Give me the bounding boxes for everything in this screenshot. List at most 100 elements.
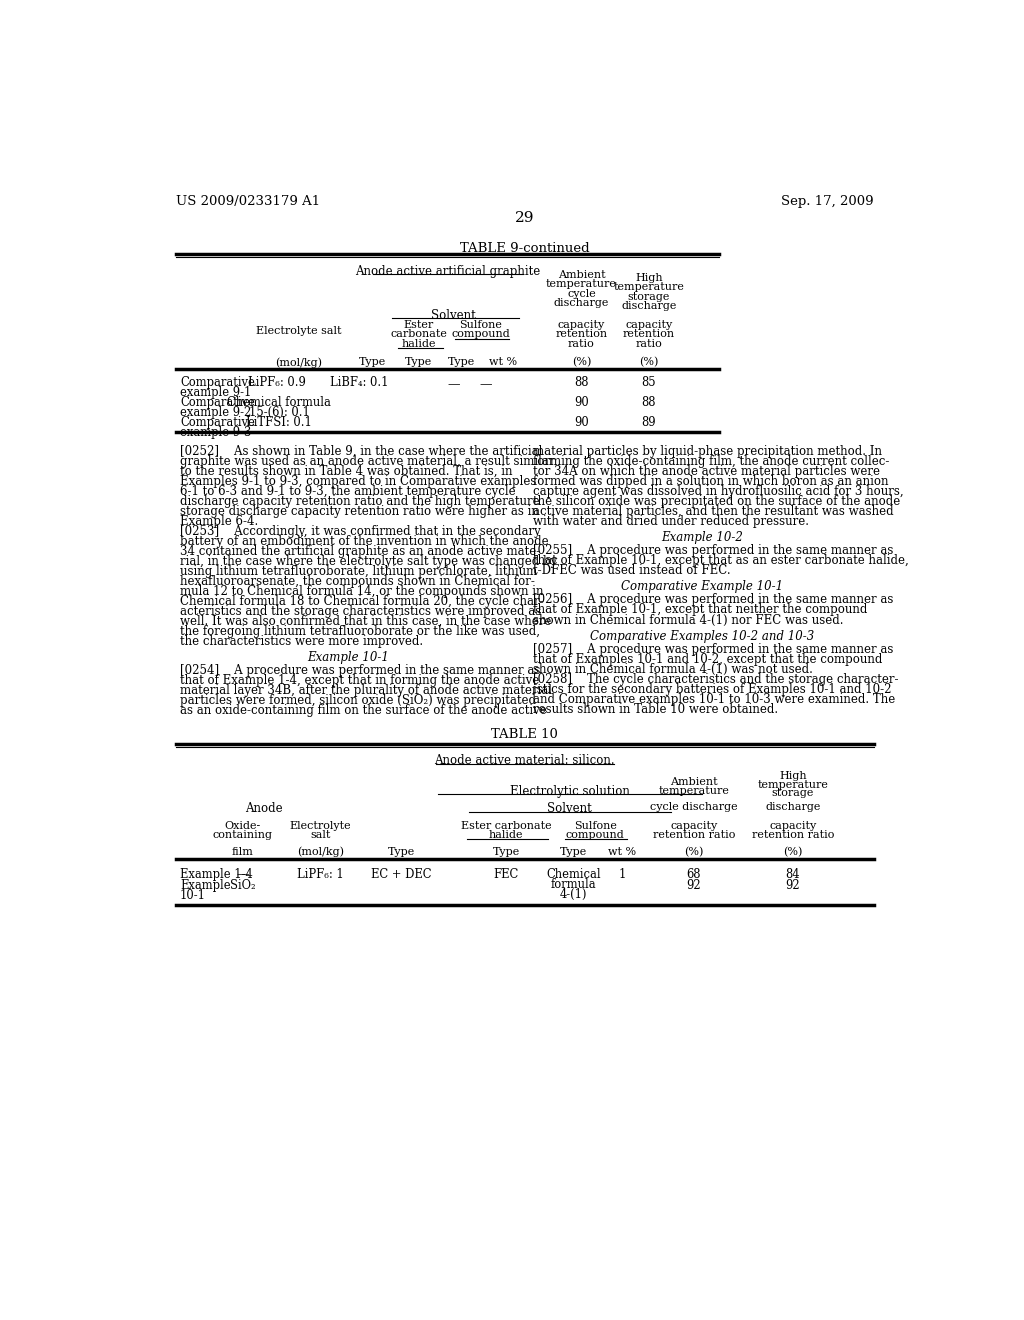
Text: discharge: discharge: [622, 301, 677, 310]
Text: temperature: temperature: [613, 282, 684, 292]
Text: tor 34A on which the anode active material particles were: tor 34A on which the anode active materi…: [532, 465, 880, 478]
Text: Chemical formula 18 to Chemical formula 20, the cycle char-: Chemical formula 18 to Chemical formula …: [180, 595, 544, 609]
Text: 89: 89: [641, 416, 656, 429]
Text: TABLE 10: TABLE 10: [492, 729, 558, 742]
Text: that of Example 10-1, except that as an ester carbonate halide,: that of Example 10-1, except that as an …: [532, 554, 908, 568]
Text: retention: retention: [555, 330, 607, 339]
Text: containing: containing: [213, 830, 272, 840]
Text: [0257]    A procedure was performed in the same manner as: [0257] A procedure was performed in the …: [532, 643, 893, 656]
Text: (mol/kg): (mol/kg): [297, 847, 344, 858]
Text: FEC: FEC: [494, 869, 519, 882]
Text: LiBF₄: 0.1: LiBF₄: 0.1: [330, 376, 388, 388]
Text: the silicon oxide was precipitated on the surface of the anode: the silicon oxide was precipitated on th…: [532, 495, 900, 508]
Text: [0254]    A procedure was performed in the same manner as: [0254] A procedure was performed in the …: [180, 664, 541, 677]
Text: compound: compound: [566, 830, 625, 840]
Text: Example: Example: [180, 879, 230, 892]
Text: Examples 9-1 to 9-3, compared to in Comparative examples: Examples 9-1 to 9-3, compared to in Comp…: [180, 475, 537, 488]
Text: material layer 34B, after the plurality of anode active material: material layer 34B, after the plurality …: [180, 684, 552, 697]
Text: as an oxide-containing film on the surface of the anode active: as an oxide-containing film on the surfa…: [180, 705, 547, 717]
Text: istics for the secondary batteries of Examples 10-1 and 10-2: istics for the secondary batteries of Ex…: [532, 682, 891, 696]
Text: Electrolyte: Electrolyte: [290, 821, 351, 830]
Text: retention: retention: [623, 330, 675, 339]
Text: [0258]    The cycle characteristics and the storage character-: [0258] The cycle characteristics and the…: [532, 673, 898, 686]
Text: halide: halide: [401, 339, 436, 348]
Text: TABLE 9-continued: TABLE 9-continued: [460, 242, 590, 255]
Text: LiPF₆: 0.9: LiPF₆: 0.9: [248, 376, 306, 388]
Text: battery of an embodiment of the invention in which the anode: battery of an embodiment of the inventio…: [180, 535, 549, 548]
Text: US 2009/0233179 A1: US 2009/0233179 A1: [176, 195, 321, 209]
Text: Anode active material: silicon.: Anode active material: silicon.: [434, 755, 615, 767]
Text: (%): (%): [684, 847, 703, 857]
Text: retention ratio: retention ratio: [652, 830, 735, 840]
Text: Example 6-4.: Example 6-4.: [180, 515, 258, 528]
Text: [0256]    A procedure was performed in the same manner as: [0256] A procedure was performed in the …: [532, 594, 893, 606]
Text: Solvent: Solvent: [548, 803, 592, 816]
Text: ratio: ratio: [568, 339, 595, 348]
Text: Anode: Anode: [245, 803, 283, 816]
Text: shown in Chemical formula 4-(1) nor FEC was used.: shown in Chemical formula 4-(1) nor FEC …: [532, 614, 843, 627]
Text: wt %: wt %: [489, 358, 517, 367]
Text: Type: Type: [493, 847, 520, 857]
Text: Sulfone: Sulfone: [573, 821, 616, 830]
Text: ratio: ratio: [636, 339, 663, 348]
Text: Comparative: Comparative: [180, 376, 255, 388]
Text: Example 1-4: Example 1-4: [180, 869, 253, 882]
Text: that of Examples 10-1 and 10-2, except that the compound: that of Examples 10-1 and 10-2, except t…: [532, 653, 882, 665]
Text: Solvent: Solvent: [431, 309, 476, 322]
Text: 88: 88: [574, 376, 589, 388]
Text: acteristics and the storage characteristics were improved as: acteristics and the storage characterist…: [180, 605, 541, 618]
Text: the characteristics were more improved.: the characteristics were more improved.: [180, 635, 423, 648]
Text: Comparative: Comparative: [180, 416, 255, 429]
Text: 10-1: 10-1: [180, 890, 206, 902]
Text: Sulfone: Sulfone: [459, 321, 502, 330]
Text: forming the oxide-containing film, the anode current collec-: forming the oxide-containing film, the a…: [532, 455, 889, 467]
Text: Type: Type: [560, 847, 587, 857]
Text: 85: 85: [641, 376, 656, 388]
Text: temperature: temperature: [546, 280, 616, 289]
Text: 90: 90: [574, 416, 589, 429]
Text: halide: halide: [488, 830, 523, 840]
Text: Ester carbonate: Ester carbonate: [461, 821, 552, 830]
Text: Type: Type: [388, 847, 415, 857]
Text: example 9-1: example 9-1: [180, 385, 251, 399]
Text: Anode active artificial graphite: Anode active artificial graphite: [354, 264, 540, 277]
Text: 29: 29: [515, 211, 535, 224]
Text: Example 10-1: Example 10-1: [307, 651, 389, 664]
Text: [0253]    Accordingly, it was confirmed that in the secondary: [0253] Accordingly, it was confirmed tha…: [180, 525, 541, 539]
Text: discharge capacity retention ratio and the high temperature: discharge capacity retention ratio and t…: [180, 495, 540, 508]
Text: example 9-2: example 9-2: [180, 405, 251, 418]
Text: Comparative: Comparative: [180, 396, 255, 409]
Text: results shown in Table 10 were obtained.: results shown in Table 10 were obtained.: [532, 702, 777, 715]
Text: graphite was used as an anode active material, a result similar: graphite was used as an anode active mat…: [180, 455, 554, 467]
Text: formed was dipped in a solution in which boron as an anion: formed was dipped in a solution in which…: [532, 475, 888, 488]
Text: cycle: cycle: [567, 289, 596, 298]
Text: temperature: temperature: [658, 785, 729, 796]
Text: particles were formed, silicon oxide (SiO₂) was precipitated: particles were formed, silicon oxide (Si…: [180, 694, 536, 708]
Text: formula: formula: [551, 878, 596, 891]
Text: 15-(6): 0.1: 15-(6): 0.1: [249, 405, 309, 418]
Text: mula 12 to Chemical formula 14, or the compounds shown in: mula 12 to Chemical formula 14, or the c…: [180, 585, 544, 598]
Text: compound: compound: [452, 330, 510, 339]
Text: to the results shown in Table 4 was obtained. That is, in: to the results shown in Table 4 was obta…: [180, 465, 512, 478]
Text: shown in Chemical formula 4-(1) was not used.: shown in Chemical formula 4-(1) was not …: [532, 663, 812, 676]
Text: salt: salt: [310, 830, 331, 840]
Text: Electrolytic solution: Electrolytic solution: [510, 785, 630, 799]
Text: 68: 68: [686, 869, 701, 882]
Text: cycle discharge: cycle discharge: [650, 803, 737, 812]
Text: capture agent was dissolved in hydrofluosilic acid for 3 hours,: capture agent was dissolved in hydrofluo…: [532, 484, 903, 498]
Text: (mol/kg): (mol/kg): [275, 358, 322, 368]
Text: Comparative Examples 10-2 and 10-3: Comparative Examples 10-2 and 10-3: [590, 630, 814, 643]
Text: Type: Type: [359, 358, 386, 367]
Text: that of Example 1-4, except that in forming the anode active: that of Example 1-4, except that in form…: [180, 675, 540, 688]
Text: active material particles, and then the resultant was washed: active material particles, and then the …: [532, 506, 893, 517]
Text: [0252]    As shown in Table 9, in the case where the artificial: [0252] As shown in Table 9, in the case …: [180, 445, 543, 458]
Text: High: High: [635, 273, 663, 282]
Text: storage: storage: [772, 788, 814, 799]
Text: the foregoing lithium tetrafluoroborate or the like was used,: the foregoing lithium tetrafluoroborate …: [180, 626, 540, 638]
Text: example 9-3: example 9-3: [180, 425, 251, 438]
Text: carbonate: carbonate: [390, 330, 447, 339]
Text: 84: 84: [785, 869, 800, 882]
Text: Type: Type: [447, 358, 475, 367]
Text: LiPF₆: 1: LiPF₆: 1: [297, 869, 344, 882]
Text: hexafluoroarsenate, the compounds shown in Chemical for-: hexafluoroarsenate, the compounds shown …: [180, 576, 535, 587]
